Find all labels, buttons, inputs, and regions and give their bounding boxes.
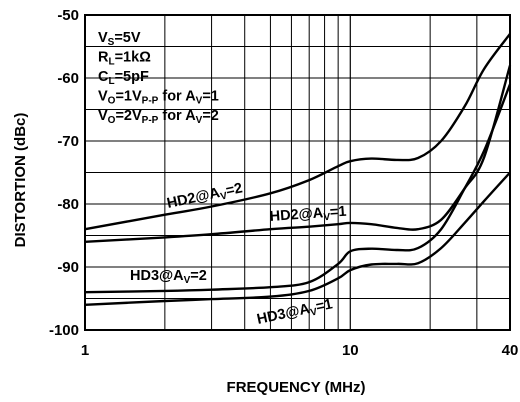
x-tick-labels: 1 10 40 xyxy=(81,342,519,359)
series-line xyxy=(84,83,512,294)
condition-line: CL=5pF xyxy=(98,69,149,87)
y-tick-label: -80 xyxy=(57,196,79,213)
y-tick-labels: -50 -60 -70 -80 -90 -100 xyxy=(49,7,79,339)
grid-lines xyxy=(85,15,510,330)
series-lines xyxy=(84,33,512,306)
series-label: HD3@AV=2 xyxy=(130,268,207,286)
condition-line: RL=1kΩ xyxy=(98,50,151,68)
y-tick-label: -70 xyxy=(57,133,79,150)
x-tick-label: 40 xyxy=(502,342,519,359)
series-label: HD3@AV=1 xyxy=(256,296,335,329)
y-tick-label: -100 xyxy=(49,322,79,339)
series-line xyxy=(84,171,511,306)
x-axis-title: FREQUENCY (MHz) xyxy=(227,379,366,396)
y-tick-label: -60 xyxy=(57,70,79,87)
x-tick-label: 10 xyxy=(342,342,359,359)
condition-line: VS=5V xyxy=(98,30,141,48)
y-axis-title: DISTORTION (dBc) xyxy=(12,113,29,248)
y-tick-label: -50 xyxy=(57,7,79,24)
y-tick-label: -90 xyxy=(57,259,79,276)
condition-line: VO=2VP-P for AV=2 xyxy=(98,108,219,126)
x-tick-label: 1 xyxy=(81,342,89,359)
plot-frame xyxy=(84,14,511,331)
series-line xyxy=(84,33,511,231)
series-label: HD2@AV=1 xyxy=(269,204,347,227)
condition-line: VO=1VP-P for AV=1 xyxy=(98,89,219,107)
